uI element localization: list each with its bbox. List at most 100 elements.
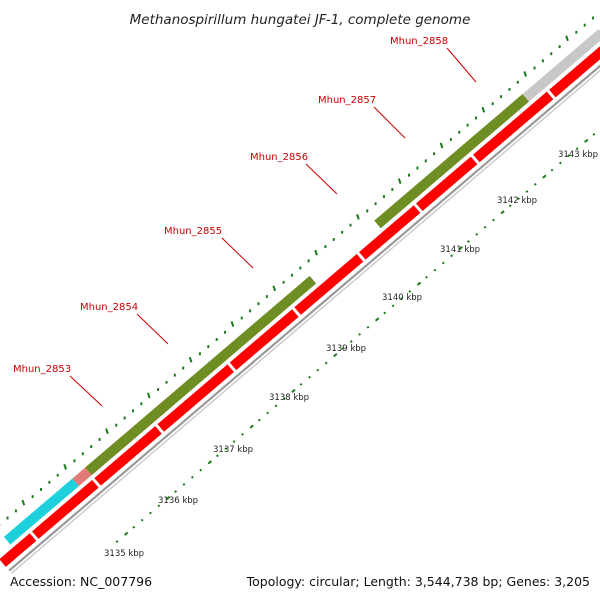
callout-line bbox=[446, 47, 477, 83]
callout-line bbox=[305, 163, 338, 195]
scale-tick bbox=[475, 232, 479, 236]
tick-mark bbox=[397, 178, 402, 185]
accession-text: Accession: NC_007796 bbox=[10, 574, 152, 589]
tick-mark bbox=[565, 35, 569, 42]
scale-tick bbox=[324, 361, 328, 365]
callout-line bbox=[221, 237, 254, 269]
scale-tick bbox=[241, 432, 244, 436]
inner-tick-marks bbox=[115, 132, 596, 543]
tick-mark bbox=[105, 428, 109, 435]
scale-tick bbox=[550, 168, 554, 172]
genome-summary-text: Topology: circular; Length: 3,544,738 bp… bbox=[246, 574, 590, 589]
scale-tick bbox=[132, 525, 136, 529]
tick-mark bbox=[63, 464, 67, 470]
cds-arrow bbox=[473, 91, 554, 163]
tick-mark bbox=[146, 392, 151, 399]
feature-bar bbox=[522, 29, 600, 102]
scale-tick bbox=[500, 210, 505, 215]
scale-tick bbox=[333, 353, 338, 358]
scale-tick bbox=[124, 531, 129, 536]
cds-arrow bbox=[157, 364, 234, 432]
callout-line bbox=[136, 313, 169, 345]
tick-mark bbox=[481, 106, 486, 113]
gene-label-mhun-2858: Mhun_2858 bbox=[390, 36, 448, 47]
map-title: Methanospirillum hungatei JF-1, complete… bbox=[130, 12, 471, 28]
scale-tick bbox=[458, 245, 463, 251]
scale-tick bbox=[349, 340, 353, 343]
cds-arrow bbox=[32, 480, 99, 539]
tick-mark bbox=[272, 285, 277, 292]
gene-callouts: Mhun_2853 Mhun_2854 Mhun_2855 Mhun_2856 Mhun… bbox=[13, 36, 477, 407]
tick-mark bbox=[230, 321, 235, 327]
scale-tick bbox=[575, 147, 579, 151]
scale-tick bbox=[282, 397, 286, 401]
tick-mark bbox=[314, 249, 318, 256]
cds-arrow bbox=[549, 46, 600, 98]
scale-tick bbox=[165, 495, 171, 501]
scale-tick bbox=[425, 275, 428, 279]
cds-track bbox=[0, 46, 600, 567]
scale-tick bbox=[517, 197, 520, 201]
scale-tick bbox=[400, 297, 403, 301]
scale-tick bbox=[149, 511, 152, 515]
scale-tick bbox=[174, 490, 178, 493]
scale-tick bbox=[207, 460, 213, 465]
scale-tick bbox=[182, 482, 186, 486]
feature-bar bbox=[374, 94, 530, 229]
gene-label-mhun-2855: Mhun_2855 bbox=[164, 226, 222, 237]
cds-arrow bbox=[416, 156, 478, 211]
scale-tick bbox=[450, 254, 454, 258]
tick-mark bbox=[188, 356, 193, 363]
scale-tick bbox=[140, 518, 144, 522]
scale-tick bbox=[584, 138, 589, 143]
kbp-label: 3140 kbp bbox=[382, 293, 422, 303]
cds-arrow bbox=[0, 533, 37, 567]
gene-label-mhun-2853: Mhun_2853 bbox=[13, 364, 71, 375]
scale-tick bbox=[525, 190, 529, 193]
gene-label-mhun-2857: Mhun_2857 bbox=[318, 95, 376, 106]
backbone-line bbox=[10, 69, 600, 574]
scale-tick bbox=[483, 225, 487, 229]
tick-mark bbox=[356, 214, 360, 220]
scale-tick bbox=[416, 281, 422, 286]
scale-tick bbox=[366, 325, 370, 329]
outer-tick-marks bbox=[0, 16, 595, 527]
scale-tick bbox=[592, 132, 596, 136]
kbp-label: 3142 kbp bbox=[497, 196, 537, 206]
scale-tick bbox=[190, 475, 194, 479]
scale-tick bbox=[567, 154, 571, 158]
scale-tick bbox=[232, 440, 236, 443]
scale-tick bbox=[391, 304, 395, 308]
feature-track bbox=[3, 29, 600, 545]
kbp-label: 3137 kbp bbox=[213, 445, 253, 455]
scale-tick bbox=[433, 268, 437, 272]
scale-tick bbox=[374, 317, 380, 322]
kbp-label: 3135 kbp bbox=[104, 549, 144, 559]
scale-tick bbox=[291, 388, 296, 393]
scale-tick bbox=[224, 447, 228, 451]
scale-tick bbox=[341, 347, 345, 351]
scale-tick bbox=[299, 382, 303, 386]
cds-arrow bbox=[294, 254, 364, 315]
gene-label-mhun-2856: Mhun_2856 bbox=[250, 152, 308, 163]
scale-tick bbox=[408, 290, 412, 293]
scale-tick bbox=[199, 468, 203, 472]
kbp-label: 3138 kbp bbox=[269, 393, 309, 403]
feature-bar bbox=[85, 275, 317, 476]
cds-arrow bbox=[359, 205, 421, 260]
kbp-scale-labels: 3135 kbp 3136 kbp 3137 kbp 3138 kbp 3139 kbp… bbox=[104, 150, 598, 559]
cds-arrow bbox=[94, 426, 162, 486]
scale-tick bbox=[383, 311, 387, 315]
scale-tick bbox=[308, 375, 311, 379]
scale-tick bbox=[358, 332, 362, 336]
genome-backbone bbox=[8, 64, 600, 574]
kbp-label: 3143 kbp bbox=[558, 150, 598, 160]
scale-tick bbox=[216, 454, 219, 458]
kbp-label: 3139 kbp bbox=[326, 344, 366, 354]
scale-tick bbox=[441, 261, 445, 265]
tick-mark bbox=[439, 142, 444, 149]
scale-tick bbox=[257, 418, 261, 422]
cds-arrow bbox=[229, 309, 299, 371]
feature-bar bbox=[3, 478, 79, 545]
